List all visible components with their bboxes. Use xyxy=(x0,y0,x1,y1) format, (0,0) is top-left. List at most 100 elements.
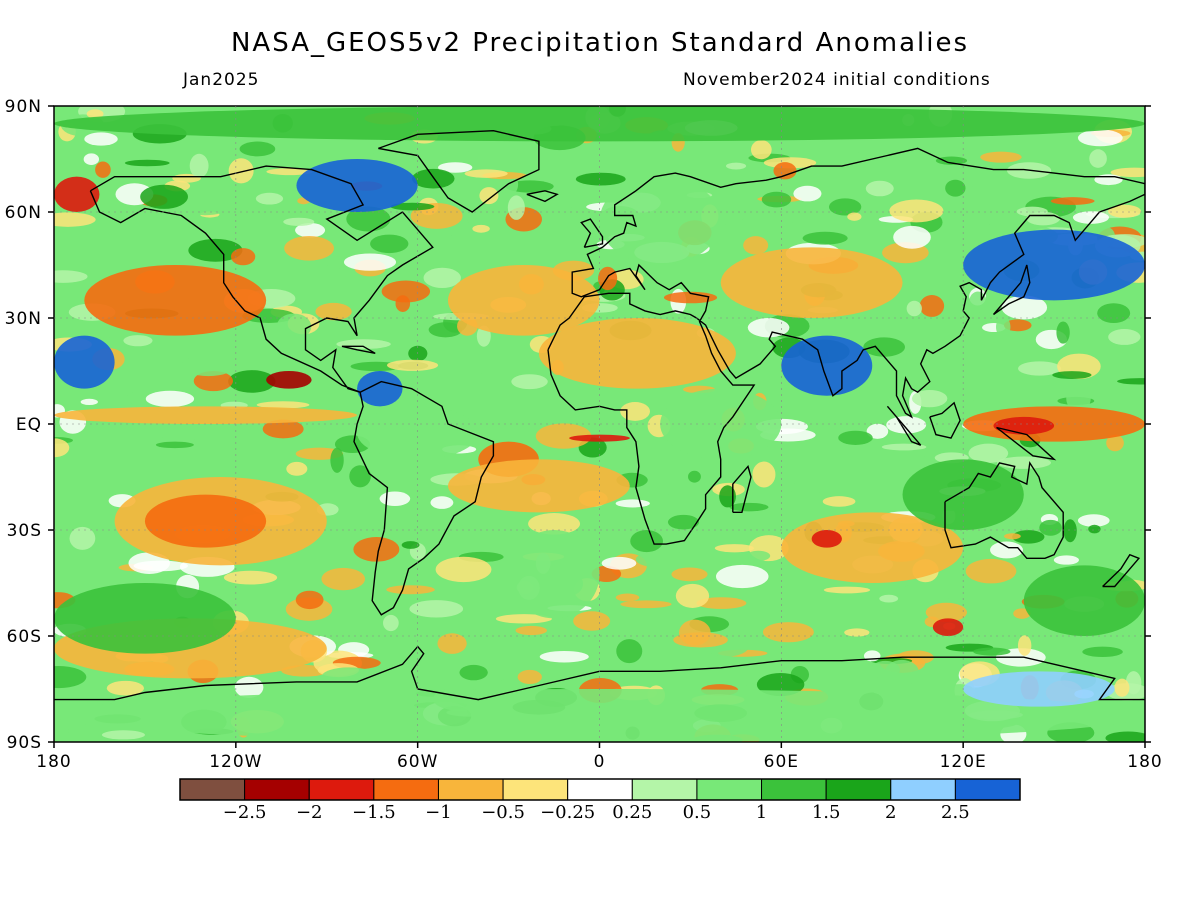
cuba-coast xyxy=(341,345,376,354)
anomaly-cell xyxy=(1070,661,1107,671)
anomaly-cell xyxy=(256,401,310,409)
anomaly-cell xyxy=(870,660,900,679)
anomaly-region xyxy=(54,106,1145,142)
anomaly-cell xyxy=(295,590,324,610)
anomaly-cell xyxy=(965,558,1017,584)
coastline-layer xyxy=(54,129,1145,701)
anomaly-cell xyxy=(980,151,1022,163)
anomaly-cell xyxy=(1117,378,1145,385)
anomaly-cell xyxy=(284,235,334,261)
lon-tick-label: 60E xyxy=(764,752,799,772)
anomaly-cell xyxy=(459,664,488,681)
colorbar-swatch xyxy=(696,778,763,801)
anomaly-cell xyxy=(1110,167,1145,178)
anomaly-region xyxy=(781,335,873,396)
colorbar-label: −1 xyxy=(425,802,452,823)
africa-europe-asia-coast xyxy=(547,147,1145,545)
anomaly-cell xyxy=(255,192,284,205)
anomaly-cell xyxy=(343,253,397,271)
anomaly-cell xyxy=(83,153,100,165)
anomaly-cell xyxy=(573,611,611,631)
anomaly-cell xyxy=(464,169,508,178)
anomaly-cell xyxy=(80,398,98,406)
anomaly-cell xyxy=(123,335,153,347)
anomaly-cell xyxy=(723,219,773,235)
new-zealand-coast xyxy=(1102,553,1141,588)
anomaly-cell xyxy=(1066,386,1091,412)
anomaly-region xyxy=(1023,565,1145,637)
anomaly-cell xyxy=(671,567,708,582)
anomaly-cell xyxy=(182,200,228,216)
anomaly-region xyxy=(447,459,630,513)
lat-tick-label: 30S xyxy=(7,521,42,541)
anomaly-cell xyxy=(228,370,276,393)
anomaly-cell xyxy=(430,496,454,509)
lon-tick-label: 180 xyxy=(1127,752,1162,772)
anomaly-cell xyxy=(786,482,830,494)
anomaly-cell xyxy=(145,390,195,407)
anomaly-cell xyxy=(838,430,873,445)
anomaly-cell xyxy=(1094,174,1123,186)
anomaly-cell xyxy=(437,162,473,173)
anomaly-region xyxy=(811,530,842,548)
chart-title: NASA_GEOS5v2 Precipitation Standard Anom… xyxy=(230,28,970,58)
anomaly-cell xyxy=(239,141,276,157)
anomaly-cell xyxy=(535,423,592,449)
anomaly-cell xyxy=(189,153,209,178)
anomaly-cell xyxy=(1026,211,1060,226)
anomaly-region xyxy=(266,371,312,389)
anomaly-cell xyxy=(688,470,701,483)
anomaly-cell xyxy=(86,109,104,119)
anomaly-cell xyxy=(696,597,747,609)
lat-tick-label: 60N xyxy=(5,203,42,223)
anomaly-cell xyxy=(1004,533,1021,540)
anomaly-cell xyxy=(1063,519,1077,543)
anomaly-cell xyxy=(423,267,461,288)
anomaly-cell xyxy=(412,168,455,189)
anomaly-cell xyxy=(667,514,700,530)
anomaly-region xyxy=(932,618,964,637)
anomaly-cell xyxy=(615,593,640,602)
anomaly-cell xyxy=(641,447,676,467)
anomaly-cell xyxy=(729,502,769,512)
south-america-coast xyxy=(353,380,495,616)
anomaly-cell xyxy=(262,419,304,439)
sumatra-coast xyxy=(886,405,922,446)
anomaly-cell xyxy=(479,371,509,380)
anomaly-region xyxy=(963,229,1145,301)
anomaly-cell xyxy=(155,441,194,449)
anomaly-cell xyxy=(615,499,650,508)
colorbar-swatch xyxy=(244,778,310,801)
anomaly-cell xyxy=(181,355,236,377)
anomaly-cell xyxy=(886,416,927,434)
anomaly-cell xyxy=(750,140,772,160)
anomaly-cell xyxy=(401,541,420,549)
anomaly-cell xyxy=(528,513,581,535)
anomaly-cell xyxy=(1077,514,1110,527)
anomaly-cell xyxy=(945,179,966,197)
anomaly-cell xyxy=(743,236,769,255)
anomaly-cell xyxy=(1089,149,1107,168)
anomaly-cell xyxy=(330,447,344,473)
init-conditions-label: November2024 initial conditions xyxy=(683,70,991,90)
anomaly-cell xyxy=(773,162,797,180)
anomaly-region xyxy=(538,318,736,389)
anomaly-cell xyxy=(106,680,144,696)
new-guinea-coast xyxy=(996,426,1057,461)
colorbar xyxy=(179,778,1021,801)
anomaly-cell xyxy=(847,212,862,221)
anomaly-cell xyxy=(54,725,69,737)
anomaly-cell xyxy=(381,280,431,303)
anomaly-cell xyxy=(370,234,409,254)
anomaly-cell xyxy=(575,172,626,186)
anomaly-region xyxy=(963,671,1115,707)
anomaly-region xyxy=(54,176,100,212)
colorbar-swatch xyxy=(567,778,633,801)
lat-tick-label: EQ xyxy=(16,415,42,435)
anomaly-cell xyxy=(390,202,435,211)
anomaly-cell xyxy=(673,632,728,648)
colorbar-label: 2 xyxy=(885,802,897,823)
colorbar-swatch xyxy=(954,778,1021,801)
anomaly-cell xyxy=(346,206,391,232)
colorbar-label: 0.5 xyxy=(682,802,712,823)
